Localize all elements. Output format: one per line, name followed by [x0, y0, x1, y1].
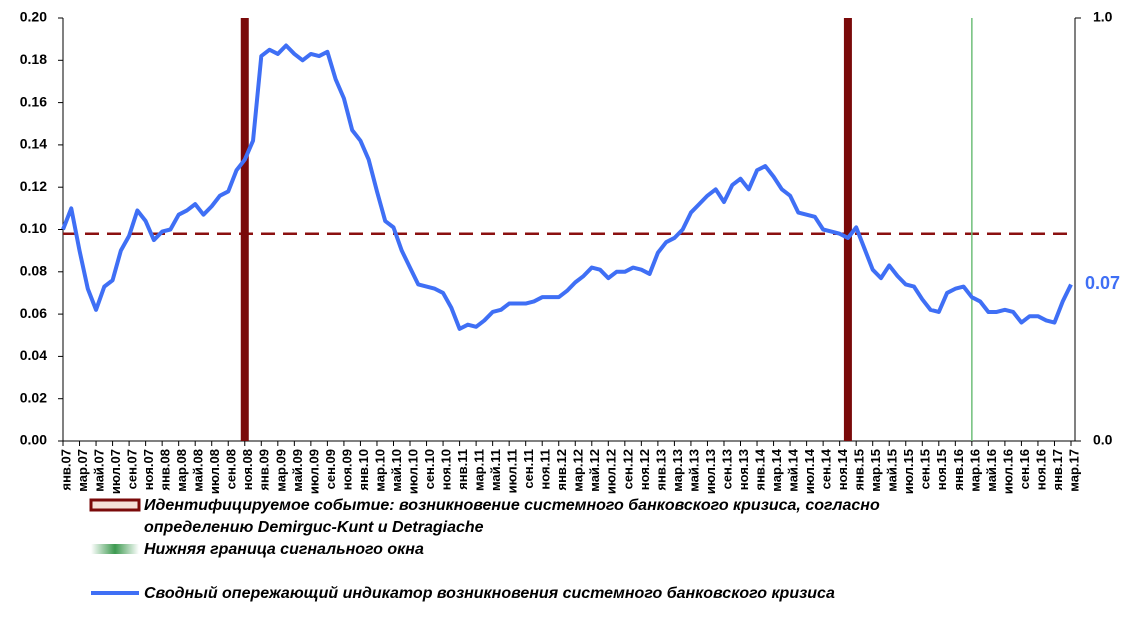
x-tick-label: янв.17 [1050, 449, 1065, 491]
y-tick-label: 0.20 [20, 9, 47, 25]
x-tick-label: июл.15 [901, 449, 916, 494]
end-label: 0.07 [1085, 273, 1120, 293]
x-tick-label: сен.16 [1017, 449, 1032, 489]
legend-swatch-window [91, 544, 139, 554]
x-tick-label: мар.16 [967, 449, 982, 492]
x-tick-label: июл.12 [604, 449, 619, 494]
x-tick-label: мар.09 [273, 449, 288, 492]
x-tick-label: янв.07 [58, 449, 73, 491]
y-tick-label: 0.08 [20, 263, 47, 279]
x-tick-label: мар.12 [571, 449, 586, 492]
x-tick-label: ноя.15 [934, 449, 949, 490]
x-tick-label: янв.08 [158, 449, 173, 491]
x-tick-label: мар.07 [75, 449, 90, 492]
x-tick-label: май.14 [786, 448, 801, 492]
legend-swatch-event [89, 498, 141, 512]
x-tick-label: май.08 [191, 449, 206, 492]
x-tick-label: мар.08 [174, 449, 189, 492]
x-tick-label: янв.09 [257, 449, 272, 491]
x-tick-label: янв.14 [752, 448, 767, 490]
x-tick-label: май.11 [488, 449, 503, 491]
y-tick-label: 0.14 [20, 136, 47, 152]
x-tick-label: сен.15 [918, 449, 933, 489]
legend-label: Нижняя граница сигнального окна [144, 541, 424, 558]
y-tick-label: 0.18 [20, 51, 47, 67]
x-tick-label: мар.14 [769, 448, 784, 491]
x-tick-label: ноя.09 [339, 449, 354, 490]
x-tick-label: май.15 [885, 449, 900, 492]
x-tick-label: июл.07 [108, 449, 123, 494]
x-tick-label: май.07 [91, 449, 106, 492]
legend-label: Идентифицируемое событие: возникновение … [144, 497, 880, 514]
x-tick-label: янв.15 [852, 449, 867, 491]
x-tick-label: сен.07 [125, 449, 140, 489]
x-tick-label: май.10 [389, 449, 404, 492]
x-tick-label: ноя.07 [141, 449, 156, 490]
legend-label: Сводный опережающий индикатор возникнове… [144, 585, 835, 602]
y-tick-label: 0.06 [20, 305, 47, 321]
x-tick-label: янв.12 [554, 449, 569, 491]
x-tick-label: ноя.08 [240, 449, 255, 490]
x-tick-label: июл.16 [1000, 449, 1015, 494]
x-tick-label: мар.10 [372, 449, 387, 492]
x-tick-label: мар.15 [868, 449, 883, 492]
x-tick-label: сен.14 [819, 448, 834, 489]
x-tick-label: сен.08 [224, 449, 239, 489]
x-tick-label: сен.13 [719, 449, 734, 489]
y-tick-label: 0.16 [20, 93, 47, 109]
y-tick-label: 0.00 [20, 432, 47, 448]
x-tick-label: май.16 [984, 449, 999, 492]
y-tick-label: 0.02 [20, 389, 47, 405]
y2-tick-label: 1.0 [1093, 9, 1113, 25]
x-tick-label: ноя.10 [439, 449, 454, 490]
x-tick-label: сен.10 [422, 449, 437, 489]
y-tick-label: 0.10 [20, 220, 47, 236]
x-tick-label: янв.13 [653, 449, 668, 491]
x-tick-label: июл.13 [703, 449, 718, 494]
y-tick-label: 0.12 [20, 178, 47, 194]
legend-label: определению Demirguc-Kunt и Detragiache [144, 519, 484, 536]
x-tick-label: янв.10 [356, 449, 371, 491]
x-tick-label: июл.09 [306, 449, 321, 494]
x-tick-label: мар.17 [1066, 449, 1081, 492]
x-tick-label: июл.11 [505, 449, 520, 493]
x-tick-label: сен.09 [323, 449, 338, 489]
y-tick-label: 0.04 [20, 347, 47, 363]
x-tick-label: май.12 [587, 449, 602, 492]
x-tick-label: ноя.16 [1033, 449, 1048, 490]
x-tick-label: май.13 [686, 449, 701, 492]
x-tick-label: июл.08 [207, 449, 222, 494]
x-tick-label: янв.16 [951, 449, 966, 491]
x-tick-label: сен.11 [521, 449, 536, 489]
x-tick-label: ноя.13 [736, 449, 751, 490]
x-tick-label: янв.11 [455, 449, 470, 490]
x-tick-label: ноя.12 [637, 449, 652, 490]
x-tick-label: ноя.14 [835, 448, 850, 490]
x-tick-label: май.09 [290, 449, 305, 492]
series-line [61, 43, 1073, 331]
x-tick-label: сен.12 [620, 449, 635, 489]
x-tick-label: июл.14 [802, 448, 817, 494]
x-tick-label: мар.11 [472, 449, 487, 491]
x-tick-label: июл.10 [405, 449, 420, 494]
x-tick-label: мар.13 [670, 449, 685, 492]
x-tick-label: ноя.11 [538, 449, 553, 490]
y2-tick-label: 0.0 [1093, 432, 1113, 448]
